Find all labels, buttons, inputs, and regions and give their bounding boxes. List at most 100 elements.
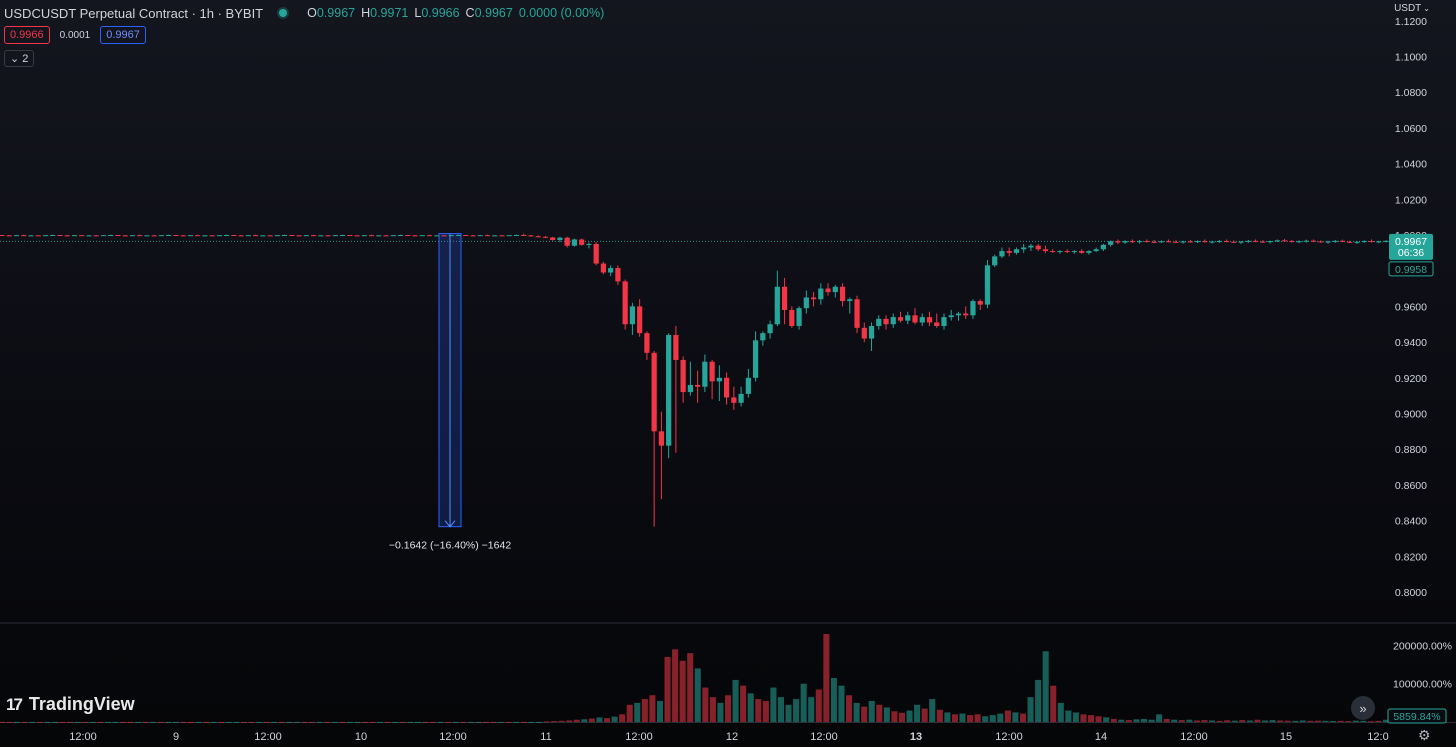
candle-body [564, 237, 570, 246]
high-value: 0.9971 [370, 6, 409, 20]
indicators-toggle-button[interactable]: ⌄ 2 [4, 50, 35, 67]
volume-bar [293, 721, 300, 723]
candle-body [1325, 241, 1331, 243]
candle [93, 235, 99, 237]
volume-bar [777, 697, 784, 722]
candle [1057, 250, 1063, 254]
volume-bar [967, 715, 974, 722]
volume-bar [59, 721, 66, 723]
candle [202, 235, 208, 237]
sell-price-button[interactable]: 0.9966 [4, 26, 50, 44]
volume-bar [588, 718, 595, 722]
volume-bar [1027, 697, 1034, 722]
candle [405, 235, 411, 236]
candle-body [1035, 245, 1041, 250]
candle-body [528, 235, 534, 237]
candle [1180, 240, 1186, 244]
candle-body [216, 235, 222, 237]
tradingview-logo[interactable]: 17 TradingView [6, 694, 135, 715]
volume-bar [286, 721, 293, 723]
volume-bar [740, 685, 747, 722]
candle-body [600, 263, 607, 273]
open-value: 0.9967 [316, 6, 356, 20]
volume-bar [1216, 720, 1223, 722]
symbol-title[interactable]: USDCUSDT Perpetual Contract · 1h · BYBIT [4, 5, 264, 21]
candle [274, 235, 280, 237]
candle [224, 234, 230, 236]
volume-bar [1360, 720, 1367, 722]
candle-body [151, 235, 157, 237]
volume-bar [1133, 719, 1140, 722]
volume-bar [218, 721, 225, 723]
candle [1347, 240, 1353, 244]
candle [57, 235, 63, 236]
candle-body [289, 235, 295, 236]
candle [810, 292, 817, 307]
price-tick-label: 0.8000 [1395, 587, 1427, 599]
candle-body [1318, 241, 1324, 243]
candle-body [644, 333, 650, 353]
volume-bar [528, 721, 535, 723]
candle [21, 234, 27, 237]
candle-body [195, 235, 201, 237]
volume-bar [997, 713, 1004, 722]
candle-body [876, 318, 882, 327]
volume-bar [14, 721, 21, 723]
market-status-icon[interactable] [279, 9, 288, 17]
candle-body [57, 235, 63, 236]
volume-bar [1156, 714, 1163, 722]
candle [680, 356, 686, 403]
candle [608, 265, 614, 277]
volume-bar [914, 704, 921, 722]
price-tick-label: 1.1000 [1395, 52, 1427, 64]
candle [767, 320, 773, 339]
chevron-down-icon: ⌄ [10, 53, 20, 65]
candle-body [281, 235, 288, 236]
currency-selector[interactable]: USDT ⌄ [1394, 3, 1430, 14]
volume-tick-label: 100000.00% [1393, 679, 1452, 691]
volume-bar [1019, 713, 1027, 722]
volume-bar [951, 714, 958, 722]
candle [260, 235, 266, 237]
volume-bar [1375, 720, 1382, 722]
candle [1108, 240, 1114, 247]
candle [115, 235, 121, 236]
candle-body [992, 256, 998, 266]
volume-bar [1035, 679, 1042, 722]
candle [1187, 239, 1193, 243]
buy-price-button[interactable]: 0.9967 [100, 26, 146, 44]
volume-bar [1299, 720, 1306, 722]
candle [984, 259, 991, 309]
candle-body [1151, 241, 1157, 243]
volume-bar [1118, 719, 1125, 722]
volume-bar [1072, 712, 1079, 722]
time-tick-label: 12 [726, 731, 738, 743]
candle-body [818, 288, 824, 300]
scroll-to-realtime-button[interactable]: » [1351, 696, 1375, 720]
candle [253, 234, 259, 237]
time-tick-label: 12:00 [69, 731, 97, 743]
candle [1238, 241, 1244, 244]
candle-body [709, 361, 715, 382]
candle-body [1086, 251, 1092, 253]
candle [1173, 240, 1179, 244]
volume-bar [959, 713, 966, 722]
candle [919, 313, 925, 327]
candle-body [1368, 241, 1375, 243]
close-label: C [465, 6, 475, 20]
volume-bar [278, 721, 285, 723]
settings-icon[interactable]: ⚙ [1418, 727, 1431, 743]
candle [941, 313, 947, 330]
candle [731, 386, 737, 410]
volume-bar [97, 721, 104, 723]
candle [781, 277, 788, 325]
volume-bar [679, 660, 686, 722]
tradingview-logo-text: TradingView [28, 694, 135, 714]
candle-body [1064, 251, 1070, 253]
candle-body [158, 235, 165, 237]
candle-body [187, 235, 194, 237]
candle [1318, 240, 1324, 243]
volume-bar [762, 700, 769, 722]
